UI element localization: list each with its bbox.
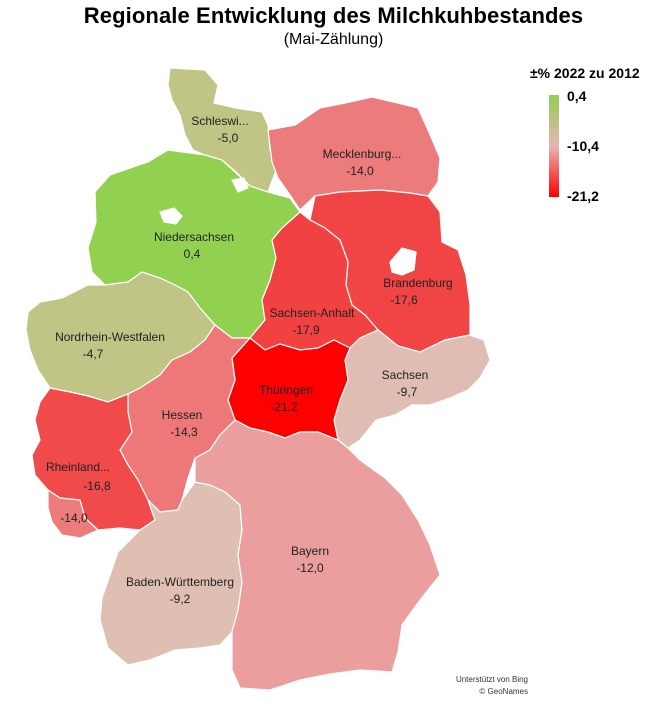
- label-thueringen-value: -21,2: [270, 400, 298, 414]
- region-hamburg: [231, 177, 249, 193]
- label-brandenburg-name: Brandenburg: [383, 276, 452, 290]
- credit-geonames: © GeoNames: [479, 687, 528, 696]
- map-subtitle: (Mai-Zählung): [283, 31, 384, 48]
- label-mecklenburg-name: Mecklenburg...: [323, 147, 402, 161]
- label-rheinland-value: -16,8: [83, 479, 111, 493]
- region-bremen: [159, 207, 183, 225]
- label-bayern-name: Bayern: [291, 544, 329, 558]
- label-schleswig-holstein-value: -5,0: [218, 131, 239, 145]
- credit-bing: Unterstützt von Bing: [455, 675, 528, 684]
- label-sachsen-anhalt-value: -17,9: [292, 323, 320, 337]
- label-sachsen-name: Sachsen: [382, 368, 429, 382]
- label-schleswig-holstein-name: Schleswi...: [191, 114, 248, 128]
- label-thueringen-name: Thüringen: [259, 383, 313, 397]
- label-bayern-value: -12,0: [296, 561, 324, 575]
- legend-min-label: -21,2: [567, 188, 599, 204]
- label-sachsen-anhalt-name: Sachsen-Anhalt: [270, 306, 355, 320]
- label-saarland-value: -14,0: [60, 511, 88, 525]
- label-nrw-name: Nordrhein-Westfalen: [55, 330, 165, 344]
- legend-color-scale: [549, 95, 559, 197]
- map-credits: Unterstützt von Bing © GeoNames: [448, 674, 528, 698]
- label-bw-name: Baden-Württemberg: [126, 575, 234, 589]
- label-brandenburg-value: -17,6: [390, 293, 418, 307]
- region-saarland[interactable]: [47, 488, 100, 539]
- legend-max-label: 0,4: [567, 88, 587, 104]
- region-mecklenburg-vorpommern[interactable]: [267, 96, 441, 211]
- label-hessen-value: -14,3: [170, 425, 198, 439]
- label-sachsen-value: -9,7: [397, 385, 418, 399]
- map-title: Regionale Entwicklung des Milchkuhbestan…: [83, 3, 584, 28]
- label-bw-value: -9,2: [170, 592, 191, 606]
- label-rheinland-name: Rheinland...: [46, 460, 110, 474]
- legend-mid-label: -10,4: [567, 138, 599, 154]
- label-nrw-value: -4,7: [83, 347, 104, 361]
- region-berlin: [389, 247, 417, 276]
- label-niedersachsen-value: 0,4: [184, 247, 201, 261]
- legend-title: ±% 2022 zu 2012: [530, 65, 640, 81]
- label-hessen-name: Hessen: [162, 408, 203, 422]
- label-niedersachsen-name: Niedersachsen: [154, 230, 234, 244]
- label-mecklenburg-value: -14,0: [346, 164, 374, 178]
- region-bayern[interactable]: [194, 419, 441, 691]
